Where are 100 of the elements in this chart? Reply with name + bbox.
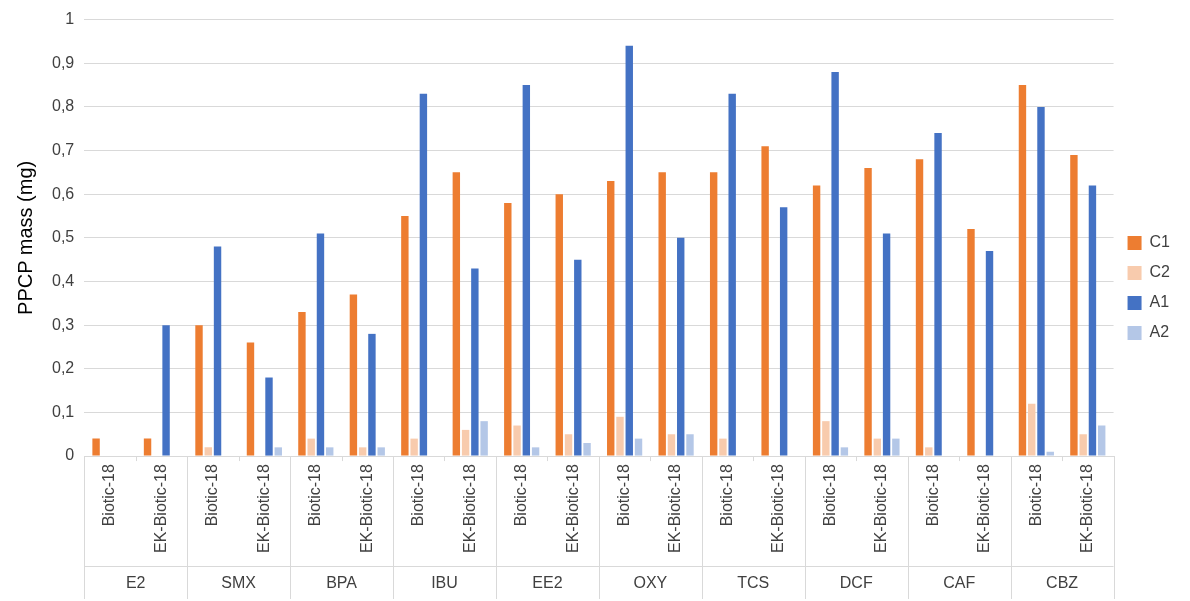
bar bbox=[1070, 154, 1078, 456]
bar bbox=[298, 312, 306, 456]
text: BPA bbox=[326, 574, 358, 592]
x-tick-label: EK-Biotic-18 bbox=[872, 463, 890, 553]
bar bbox=[925, 447, 933, 456]
bar bbox=[307, 438, 315, 456]
bar bbox=[401, 216, 409, 456]
bar bbox=[967, 229, 975, 456]
y-tick-label: 0,2 bbox=[51, 359, 75, 377]
x-tick-label: EK-Biotic-18 bbox=[151, 463, 169, 553]
bar bbox=[1088, 185, 1097, 456]
y-tick-label: 0,4 bbox=[51, 271, 75, 289]
y-tick-label: 0,7 bbox=[51, 140, 75, 158]
bar bbox=[377, 447, 385, 456]
y-tick-label: 0,1 bbox=[51, 402, 75, 420]
x-tick-label: Biotic-18 bbox=[923, 463, 941, 527]
bar bbox=[719, 438, 727, 456]
bar bbox=[349, 294, 358, 456]
bar bbox=[812, 185, 821, 456]
bar bbox=[162, 325, 170, 456]
x-tick-label: Biotic-18 bbox=[1026, 463, 1044, 527]
bar bbox=[1028, 403, 1036, 456]
bar bbox=[246, 342, 255, 456]
bar bbox=[574, 259, 582, 456]
x-tick-label: EK-Biotic-18 bbox=[666, 463, 684, 553]
legend-label: A2 bbox=[1149, 323, 1170, 341]
y-tick-label: 0,8 bbox=[51, 97, 75, 115]
bar bbox=[1037, 106, 1045, 456]
x-tick-label: Biotic-18 bbox=[306, 463, 324, 527]
bar bbox=[513, 425, 521, 456]
bar bbox=[522, 85, 531, 456]
x-tick-label: Biotic-18 bbox=[100, 463, 118, 527]
bar bbox=[658, 172, 666, 456]
x-tick-label: Biotic-18 bbox=[203, 463, 221, 527]
y-axis-title: PPCP mass (mg) bbox=[13, 160, 36, 315]
bar bbox=[864, 168, 872, 456]
bar bbox=[143, 438, 152, 456]
x-tick-label: EK-Biotic-18 bbox=[254, 463, 272, 553]
bar bbox=[461, 429, 470, 456]
bar bbox=[583, 442, 591, 456]
x-tick-label: EK-Biotic-18 bbox=[1078, 463, 1096, 553]
bar bbox=[504, 202, 512, 456]
bar bbox=[1098, 425, 1106, 456]
text: CAF bbox=[943, 574, 976, 592]
legend-label: A1 bbox=[1149, 293, 1170, 311]
bar bbox=[555, 194, 563, 456]
bar bbox=[274, 447, 282, 456]
bar bbox=[985, 250, 994, 456]
x-tick-label: Biotic-18 bbox=[409, 463, 427, 527]
text: IBU bbox=[431, 574, 458, 592]
bar bbox=[831, 71, 839, 456]
bar bbox=[709, 172, 718, 456]
bar bbox=[616, 416, 624, 456]
x-tick-label: EK-Biotic-18 bbox=[460, 463, 478, 553]
bar bbox=[840, 447, 849, 456]
bar bbox=[452, 172, 461, 456]
bar bbox=[779, 207, 788, 456]
y-tick-label: 0,5 bbox=[51, 228, 75, 246]
legend-label: C2 bbox=[1149, 263, 1171, 281]
bar bbox=[326, 447, 334, 456]
bar bbox=[564, 434, 573, 456]
bar bbox=[480, 421, 488, 456]
bar bbox=[686, 434, 694, 456]
bar bbox=[265, 377, 273, 456]
bar bbox=[368, 333, 376, 456]
bar bbox=[1046, 451, 1054, 456]
x-tick-label: EK-Biotic-18 bbox=[769, 463, 787, 553]
bar bbox=[761, 146, 769, 456]
bar bbox=[471, 268, 479, 456]
text: OXY bbox=[633, 574, 668, 592]
y-tick-label: 0 bbox=[65, 446, 75, 464]
bar bbox=[634, 438, 643, 456]
x-tick-label: Biotic-18 bbox=[820, 463, 838, 527]
bar bbox=[882, 233, 891, 456]
text: EE2 bbox=[532, 574, 563, 592]
bar bbox=[1018, 85, 1027, 456]
text: DCF bbox=[839, 574, 873, 592]
bar bbox=[873, 438, 882, 456]
y-tick-label: 0,3 bbox=[51, 315, 75, 333]
text: TCS bbox=[737, 574, 770, 592]
bar bbox=[204, 447, 212, 456]
bar bbox=[1079, 434, 1087, 456]
text: SMX bbox=[221, 574, 257, 592]
x-tick-label: EK-Biotic-18 bbox=[357, 463, 375, 553]
bar bbox=[410, 438, 418, 456]
text: E2 bbox=[125, 574, 146, 592]
bar bbox=[195, 325, 203, 456]
bar bbox=[607, 181, 615, 456]
x-tick-label: EK-Biotic-18 bbox=[975, 463, 993, 553]
bar bbox=[892, 438, 900, 456]
bar bbox=[915, 159, 924, 456]
bar bbox=[213, 246, 222, 456]
bar bbox=[677, 237, 685, 456]
bar bbox=[358, 447, 367, 456]
bar bbox=[728, 93, 736, 456]
x-tick-label: Biotic-18 bbox=[717, 463, 735, 527]
x-tick-label: Biotic-18 bbox=[615, 463, 633, 527]
y-tick-label: 0,6 bbox=[51, 184, 75, 202]
bar bbox=[316, 233, 325, 456]
x-tick-label: Biotic-18 bbox=[512, 463, 530, 527]
